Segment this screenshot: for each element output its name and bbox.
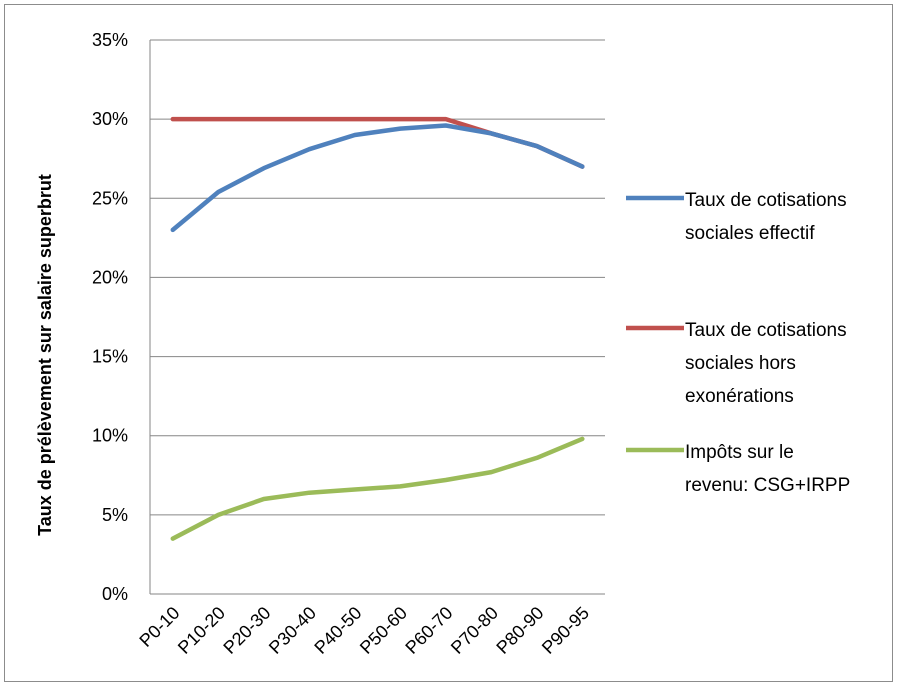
y-tick-label: 0%: [102, 584, 128, 604]
y-tick-label: 30%: [92, 109, 128, 129]
legend-label: Impôts sur le: [685, 442, 794, 463]
x-tick-label: P90-95: [538, 603, 593, 658]
legend-label: exonérations: [685, 386, 794, 407]
x-tick-label: P30-40: [265, 603, 320, 658]
legend-label: sociales effectif: [685, 223, 815, 244]
legend-label: Taux de cotisations: [685, 190, 847, 211]
series-line-3: [170, 436, 585, 541]
gridlines: [149, 39, 605, 595]
x-tick-label: P20-30: [219, 603, 274, 658]
y-tick-label: 20%: [92, 267, 128, 287]
x-tick-label: P10-20: [174, 603, 229, 658]
x-tick-label: P80-90: [492, 603, 547, 658]
legend-label: sociales hors: [685, 353, 796, 374]
y-tick-label: 35%: [92, 30, 128, 50]
legend: Taux de cotisations sociales effectif Taux…: [626, 190, 850, 496]
x-tick-label: P60-70: [401, 603, 456, 658]
legend-label: revenu: CSG+IRPP: [685, 475, 850, 496]
y-tick-label: 15%: [92, 347, 128, 367]
x-tick-label: P70-80: [447, 603, 502, 658]
x-axis-ticks: P0-10P10-20P20-30P30-40P40-50P50-60P60-7…: [135, 603, 593, 658]
y-axis-title: Taux de prélèvement sur salaire superbru…: [35, 174, 55, 536]
legend-label: Taux de cotisations: [685, 320, 847, 341]
series-lines: [170, 116, 585, 541]
y-tick-label: 10%: [92, 426, 128, 446]
x-tick-label: P40-50: [310, 603, 365, 658]
series-line-1: [170, 123, 585, 233]
y-tick-label: 5%: [102, 505, 128, 525]
x-tick-label: P50-60: [356, 603, 411, 658]
chart-frame: [4, 4, 893, 682]
y-axis-ticks: 0% 5% 10% 15% 20% 25% 30% 35%: [92, 30, 128, 604]
y-tick-label: 25%: [92, 188, 128, 208]
